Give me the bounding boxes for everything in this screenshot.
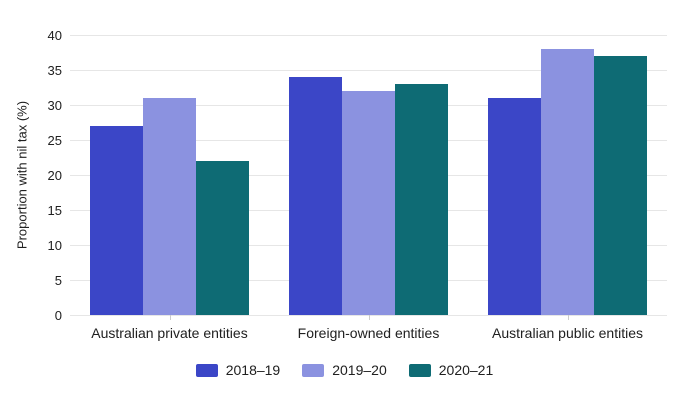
y-tick-label: 30 — [47, 98, 62, 113]
y-tick-label: 20 — [47, 168, 62, 183]
legend-item-2018-19[interactable]: 2018–19 — [195, 362, 281, 378]
gridline — [70, 69, 667, 71]
legend-swatch — [302, 363, 325, 377]
legend-item-2020-21[interactable]: 2020–21 — [408, 362, 494, 378]
bar-2020-21-group-0[interactable] — [196, 161, 249, 315]
y-tick-label: 10 — [47, 238, 62, 253]
bar-2018-19-group-2[interactable] — [488, 98, 541, 315]
x-axis-tick — [169, 315, 171, 320]
bar-2019-20-group-2[interactable] — [541, 49, 594, 315]
bar-2019-20-group-0[interactable] — [143, 98, 196, 315]
legend-label: 2019–20 — [332, 362, 387, 378]
legend-swatch — [195, 363, 218, 377]
bar-2019-20-group-1[interactable] — [342, 91, 395, 315]
bar-2018-19-group-0[interactable] — [90, 126, 143, 315]
x-axis-tick — [368, 315, 370, 320]
y-tick-label: 40 — [47, 28, 62, 43]
legend-label: 2018–19 — [225, 362, 281, 378]
y-tick-label: 15 — [47, 203, 62, 218]
y-tick-label: 25 — [47, 133, 62, 148]
bar-2020-21-group-2[interactable] — [594, 56, 647, 315]
legend-swatch — [408, 363, 431, 377]
x-category-label: Australian public entities — [492, 325, 643, 341]
x-category-label: Australian private entities — [91, 325, 248, 341]
gridline — [70, 34, 667, 36]
y-tick-label: 35 — [47, 63, 62, 78]
legend-item-2019-20[interactable]: 2019–20 — [302, 362, 387, 378]
x-category-label: Foreign-owned entities — [297, 325, 440, 341]
bar-2020-21-group-1[interactable] — [395, 84, 448, 315]
y-tick-label: 0 — [54, 308, 62, 323]
y-tick-label: 5 — [54, 273, 62, 288]
bar-2018-19-group-1[interactable] — [289, 77, 342, 315]
x-axis-tick — [567, 315, 569, 320]
legend-label: 2020–21 — [438, 362, 494, 378]
legend: 2018–19 2019–20 2020–21 — [0, 362, 689, 378]
